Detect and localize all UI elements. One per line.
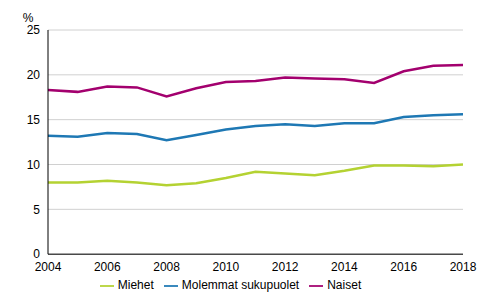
svg-text:20: 20 bbox=[27, 68, 41, 82]
html-text:Miehet: Miehet bbox=[117, 278, 154, 293]
svg-text:2016: 2016 bbox=[390, 260, 417, 274]
svg-text:5: 5 bbox=[33, 203, 40, 217]
svg-text:2006: 2006 bbox=[94, 260, 121, 274]
svg-text:2010: 2010 bbox=[213, 260, 240, 274]
svg-text:10: 10 bbox=[27, 158, 41, 172]
svg-text:15: 15 bbox=[27, 113, 41, 127]
svg-text:2014: 2014 bbox=[331, 260, 358, 274]
svg-text:2004: 2004 bbox=[35, 260, 62, 274]
svg-text:2012: 2012 bbox=[272, 260, 299, 274]
html-text:Molemmat sukupuolet: Molemmat sukupuolet bbox=[181, 278, 300, 293]
html-text:Naiset: Naiset bbox=[327, 278, 362, 293]
svg-text:2008: 2008 bbox=[153, 260, 180, 274]
svg-text:25: 25 bbox=[27, 23, 41, 37]
svg-text:%: % bbox=[23, 11, 34, 25]
svg-text:0: 0 bbox=[33, 247, 40, 261]
svg-text:2018: 2018 bbox=[450, 260, 477, 274]
